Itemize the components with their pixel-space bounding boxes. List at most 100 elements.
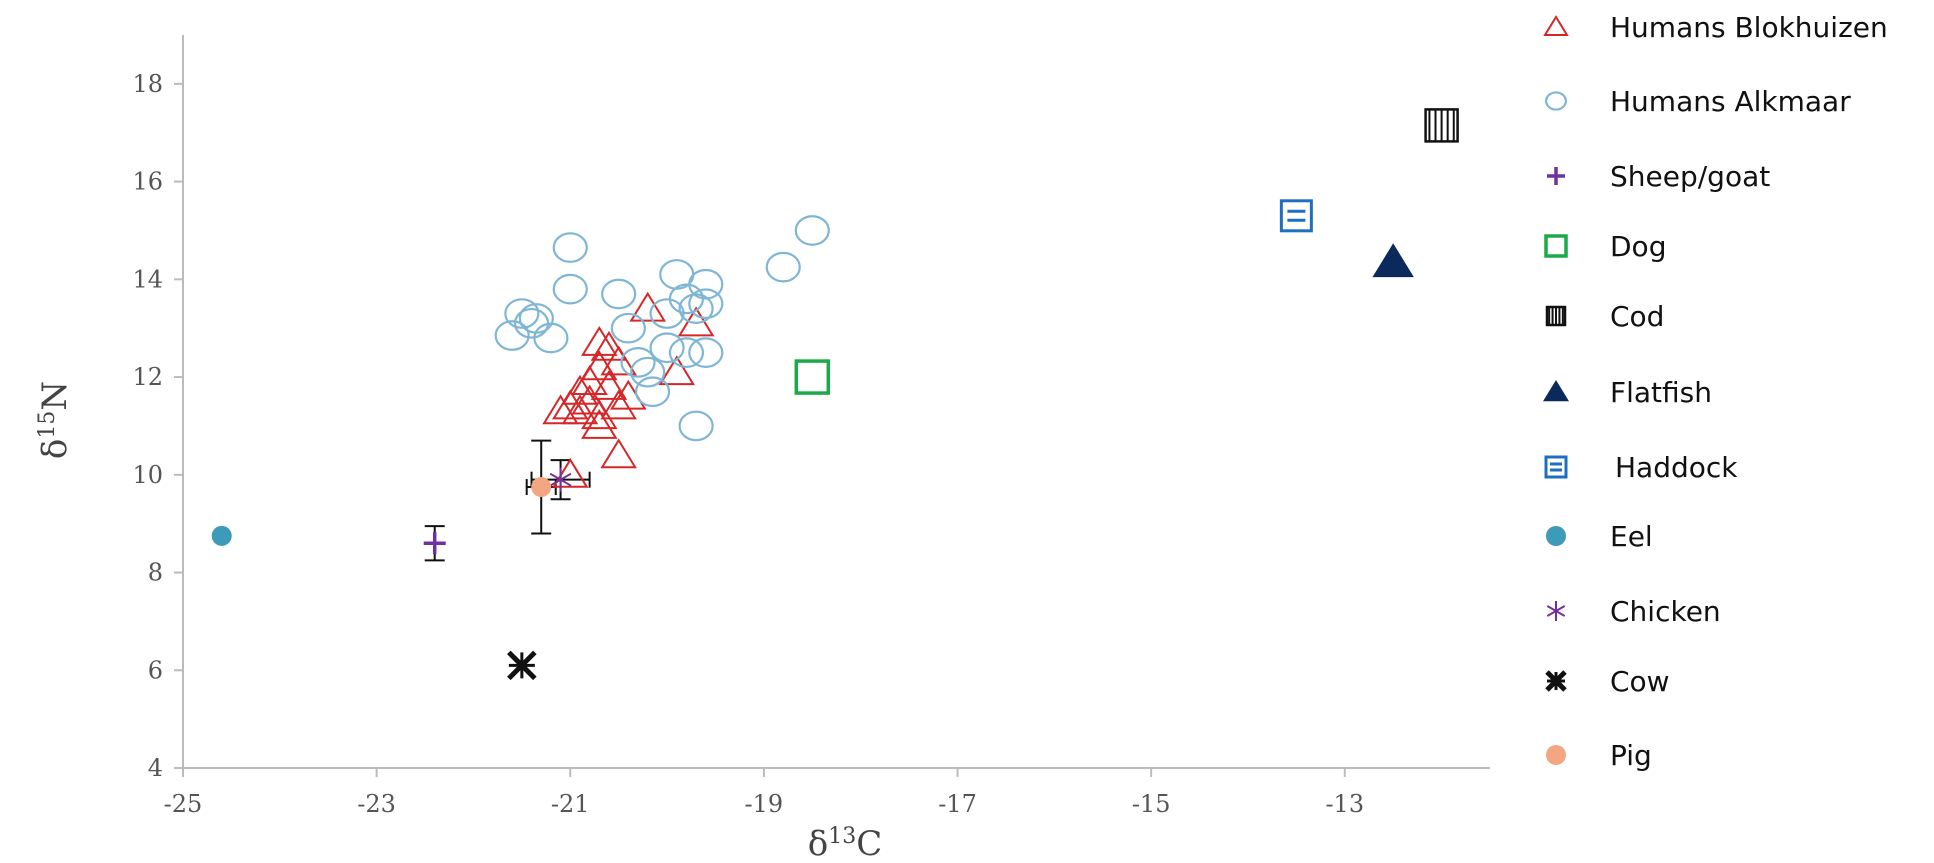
legend-label-sheep-goat: Sheep/goat [1610,160,1770,193]
legend-item-pig: Pig [1546,739,1652,772]
legend-item-humans-alkmaar: Humans Alkmaar [1545,85,1851,118]
point-humans-alkmaar [688,337,724,368]
legend-marker-haddock [1544,455,1568,479]
point-humans-alkmaar [649,332,685,364]
point-humans-blokhuizen [561,394,599,425]
point-humans-blokhuizen [581,350,618,381]
x-tick-label: -19 [745,790,784,818]
point-humans-alkmaar [688,288,724,320]
point-humans-blokhuizen [581,399,618,430]
legend-item-sheep-goat: Sheep/goat [1547,160,1770,193]
legend-marker-cow [1545,670,1567,692]
point-humans-blokhuizen [600,389,637,420]
y-tick-label: 4 [148,754,163,782]
point-humans-blokhuizen [581,409,618,439]
legend-marker-cod [1545,305,1567,327]
x-tick-label: -15 [1132,790,1171,818]
legend-item-flatfish: Flatfish [1543,376,1712,409]
point-humans-alkmaar [552,273,588,305]
x-tick-label: -13 [1325,790,1364,818]
point-humans-blokhuizen [551,389,589,420]
point-humans-alkmaar [668,283,705,315]
point-humans-blokhuizen [600,438,637,469]
point-humans-alkmaar [678,293,714,325]
legend-label-chicken: Chicken [1610,595,1721,628]
legend-marker-pig [1546,745,1566,765]
legend-marker-flatfish [1543,380,1569,402]
point-humans-alkmaar [668,337,705,368]
point-humans-blokhuizen [590,330,628,361]
point-pig [531,477,552,498]
legend-marker-dog [1544,234,1568,258]
x-tick-label: -25 [164,790,203,818]
y-tick-label: 14 [132,265,163,293]
point-humans-alkmaar [765,251,801,283]
point-humans-alkmaar [620,347,656,378]
point-humans-alkmaar [494,320,530,351]
y-tick-label: 18 [132,70,163,98]
point-dog [794,359,831,395]
y-tick-label: 10 [132,461,163,489]
legend-marker-humans-alkmaar [1545,91,1567,111]
legend-label-eel: Eel [1610,520,1653,553]
legend-label-haddock: Haddock [1615,451,1738,484]
legend-item-chicken: Chicken [1546,595,1721,628]
legend-item-eel: Eel [1546,520,1653,553]
axes [182,35,1490,769]
legend-label-humans-blokhuizen: Humans Blokhuizen [1610,11,1888,44]
legend-label-dog: Dog [1610,230,1666,263]
point-flatfish [1372,243,1414,278]
legend-item-cod: Cod [1545,300,1664,333]
point-humans-alkmaar [634,376,671,408]
point-humans-blokhuizen [658,355,696,386]
point-humans-blokhuizen [581,325,618,356]
legend-marker-sheep-goat [1547,167,1565,185]
point-humans-blokhuizen [629,291,666,322]
point-humans-alkmaar [601,278,637,310]
legend-label-cod: Cod [1610,300,1664,333]
x-tick-label: -23 [357,790,396,818]
point-humans-alkmaar [649,298,685,329]
point-humans-alkmaar [504,298,540,329]
point-chicken [549,467,572,492]
point-humans-alkmaar [794,215,830,246]
legend-label-flatfish: Flatfish [1610,376,1712,409]
point-humans-alkmaar [630,356,666,388]
legend-marker-chicken [1546,601,1566,621]
point-humans-blokhuizen [600,345,637,376]
point-cod [1424,108,1459,143]
legend-item-dog: Dog [1544,230,1666,263]
y-ticks: 4 6 8 10 12 14 16 18 [132,70,183,782]
point-humans-alkmaar [688,268,724,300]
y-tick-label: 6 [148,656,163,684]
point-humans-blokhuizen [551,457,589,488]
legend-label-cow: Cow [1610,665,1670,698]
legend-item-haddock: Haddock [1544,451,1738,484]
legend-item-humans-blokhuizen: Humans Blokhuizen [1543,11,1888,44]
point-humans-alkmaar [533,322,569,354]
x-tick-label: -21 [551,790,590,818]
point-humans-blokhuizen [542,394,579,425]
y-axis-title: δ15N [35,381,76,459]
legend-label-humans-alkmaar: Humans Alkmaar [1610,85,1851,118]
legend-marker-humans-blokhuizen [1543,15,1569,36]
data-points [211,108,1459,681]
point-humans-alkmaar [678,410,714,442]
x-axis-title: δ13C [808,824,883,863]
point-haddock [1279,199,1313,233]
legend-marker-eel [1546,526,1566,546]
error-bars [424,439,591,562]
x-tick-label: -17 [938,790,977,818]
legend: Humans Blokhuizen Humans Alkmaar Sheep/goa… [1543,11,1888,772]
point-eel [211,525,232,546]
y-tick-label: 12 [132,363,163,391]
point-humans-alkmaar [610,312,646,344]
y-tick-label: 8 [148,559,163,587]
x-ticks: -25 -23 -21 -19 -17 -15 -13 [164,768,1364,818]
point-humans-blokhuizen [590,369,628,400]
point-cow [507,650,537,681]
point-sheep-goat [423,532,446,555]
y-tick-label: 16 [132,168,163,196]
legend-label-pig: Pig [1610,739,1652,772]
